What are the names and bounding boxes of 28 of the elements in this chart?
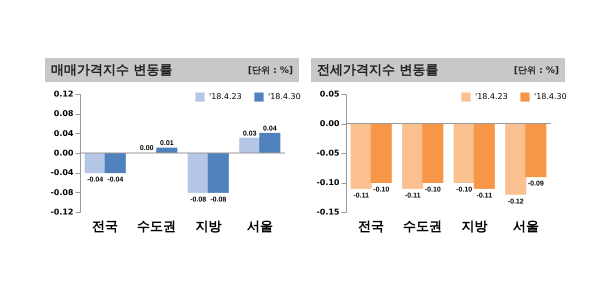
legend-label: '18.4.23 <box>209 92 242 102</box>
x-tick-label: 전국 <box>358 220 384 234</box>
x-tick-label: 전국 <box>92 220 118 234</box>
text: [단위 : %] <box>248 64 293 76</box>
x-tick-label: 서울 <box>246 220 273 234</box>
y-tick-label: 0.12 <box>54 90 74 98</box>
chart-title: 전세가격지수 변동률 <box>317 62 439 79</box>
y-tick-label: 0.08 <box>54 109 74 118</box>
y-tick-label: -0.05 <box>316 148 340 158</box>
y-tick-label: -0.10 <box>316 178 340 187</box>
legend-label: '18.4.30 <box>268 92 301 102</box>
y-tick-label: 0.04 <box>54 128 74 138</box>
y-tick-label: -0.08 <box>50 188 74 197</box>
text: [단위 : %] <box>514 64 559 76</box>
x-tick-label: 서울 <box>512 220 539 234</box>
x-tick-label: 수도권 <box>403 220 442 234</box>
y-tick-label: -0.15 <box>316 208 340 216</box>
legend-label: '18.4.23 <box>475 92 508 102</box>
x-tick-label: 수도권 <box>137 220 176 234</box>
x-tick-label: 지방 <box>195 220 222 234</box>
y-tick-label: 0.00 <box>320 119 340 128</box>
x-tick-label: 지방 <box>461 220 488 234</box>
y-tick-label: -0.04 <box>50 168 74 178</box>
y-tick-label: 0.00 <box>54 148 74 158</box>
y-tick-label: -0.12 <box>50 208 74 216</box>
legend-label: '18.4.30 <box>534 92 567 102</box>
chart-title: 매매가격지수 변동률 <box>51 62 173 79</box>
y-tick-label: 0.05 <box>320 90 340 98</box>
